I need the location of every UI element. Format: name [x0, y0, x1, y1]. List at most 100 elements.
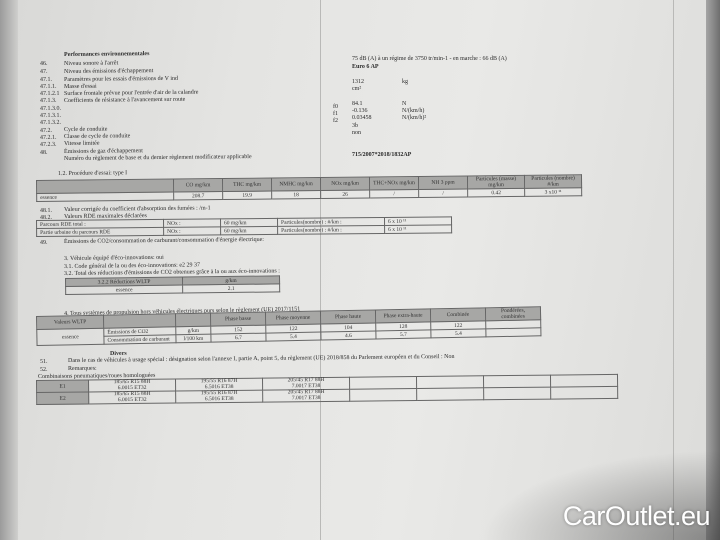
table-cell	[349, 376, 417, 390]
watermark-logo: CarOutlet.eu	[562, 501, 711, 531]
line-label: Niveau sonore à l'arrêt	[64, 60, 119, 67]
column-header: THC mg/km	[222, 178, 272, 192]
table-cell: l/100 km	[175, 334, 212, 343]
line-value: Euro 6 AP	[352, 64, 379, 70]
rde-table: Parcours RDE total : NOx :60 mg/km Particu…	[36, 216, 452, 237]
table-value: 3 x10 ¹¹	[524, 187, 582, 197]
line-number: 47.1.3.	[40, 97, 57, 104]
table-value	[485, 327, 541, 337]
coefficient-name: f1	[333, 111, 338, 117]
line-number: 47.2.3.	[40, 141, 57, 148]
column-header: Phase haute	[320, 309, 376, 325]
line-value: 715/2007*2018/1832AP	[352, 152, 412, 158]
line-label: Remarques:	[68, 365, 97, 372]
line-unit: N/(km/h)	[402, 108, 425, 114]
line-value: 0.03458	[352, 115, 372, 121]
eco-table: 3.2.2 Réductions WLTP g/km essence 2.1	[65, 275, 280, 295]
table-cell	[483, 387, 551, 400]
table-value: 5.4	[265, 332, 322, 342]
line-number: 49.	[40, 239, 48, 246]
column-header: Particules (nombre) #/km	[524, 174, 582, 189]
paper-fold	[320, 0, 321, 540]
line-value: 84.1	[352, 101, 363, 107]
column-header: NH 3 ppm	[418, 175, 468, 190]
line-value: non	[352, 130, 361, 136]
table-value: 208.7	[173, 191, 223, 201]
column-header: Phase moyenne	[265, 311, 321, 326]
table-value: 6.7	[210, 333, 267, 343]
line-number: 47.	[40, 68, 48, 75]
column-header: Combinée	[430, 307, 486, 322]
table-value: /	[418, 188, 468, 198]
column-header: Phase extra-haute	[375, 308, 431, 323]
line-number: 47.1.3.2.	[40, 119, 62, 126]
shadow	[480, 450, 720, 540]
table-value: 19.9	[222, 191, 272, 200]
coefficient-name: f2	[333, 118, 338, 124]
column-header: NMHC mg/km	[271, 177, 321, 192]
table-cell: E2	[36, 391, 89, 405]
table-cell	[349, 388, 417, 402]
table-caption: 1.2. Procédure d'essai: type I	[58, 170, 128, 177]
line-number: 46.	[40, 60, 48, 67]
column-header: THC+NOx mg/km	[369, 176, 419, 191]
paper-fold	[673, 0, 674, 540]
table-cell: 2.1	[182, 283, 280, 294]
line-label: Coefficients de résistance à l'avancemen…	[64, 96, 186, 104]
table-cell: Particules(nombre) : #/km :	[277, 225, 385, 235]
table-value: 18	[271, 190, 321, 200]
photo-background-left	[0, 0, 18, 540]
tyre-cell: 195/55 R16 87H 6.5016 ET38	[175, 390, 263, 404]
line-unit: N	[402, 101, 407, 107]
column-header: CO mg/km	[173, 178, 223, 193]
line-number: 51.	[40, 358, 48, 365]
table-value: 5.4	[430, 328, 486, 338]
column-header: Phase basse	[210, 312, 266, 327]
eco-line: 3. Véhicule équipé d'éco-innovations: ou…	[64, 254, 164, 262]
column-header: Particules (masse) mg/km	[467, 175, 525, 189]
column-header: NOx mg/km	[320, 177, 370, 191]
table-value: 26	[320, 190, 370, 199]
table-cell: 60 mg/km	[220, 226, 278, 235]
line-value: cm²	[352, 86, 362, 92]
line-value: 3b	[352, 123, 358, 129]
line-label: Vitesse limitée	[64, 140, 100, 148]
row-group-label: Valeurs WLTP	[36, 315, 104, 330]
table-cell: Partie urbaine du parcours RDE	[36, 227, 164, 237]
section-title: Performances environnementales	[64, 51, 150, 58]
line-value: 75 dB (A) à un régime de 3750 tr/min-1 -…	[352, 56, 507, 62]
tyre-spec-line: 6.5016 ET38	[204, 395, 234, 402]
column-header: Pondérées, combinées	[485, 306, 541, 321]
line-label: Masse d'essai	[64, 83, 97, 90]
table-cell: 6 x 10 ¹¹	[384, 224, 452, 234]
table-cell	[550, 374, 618, 388]
line-value: -0.136	[352, 108, 368, 114]
row-label: essence	[36, 192, 174, 202]
tyre-spec-line: 7.0017 ET38	[291, 394, 321, 401]
table-cell: essence	[65, 285, 183, 295]
line-value: 1312	[352, 79, 364, 85]
table-cell: NOx :	[163, 226, 221, 236]
tyre-spec-line: 6.0015 ET32	[117, 396, 147, 403]
tyre-cell: 185/65 R15 88H 6.0015 ET32	[88, 391, 176, 404]
table-value: 4.6	[320, 330, 377, 341]
table-value: /	[369, 189, 419, 199]
line-unit: N/(km/h)²	[402, 115, 427, 121]
line-label: Paramètres pour les essais d'émissions d…	[64, 75, 179, 83]
table-cell: essence	[36, 328, 105, 346]
photo-background-right	[706, 0, 720, 540]
tyre-cell: 205/45 R17 88H 7.0017 ET38	[262, 389, 350, 403]
table-value: 0.42	[467, 188, 525, 197]
table-value: 5.7	[375, 329, 431, 339]
table-cell: Consommation de carburant	[103, 334, 177, 345]
coefficient-name: f0	[333, 104, 338, 110]
table-cell	[175, 313, 211, 327]
table-cell	[416, 375, 484, 389]
table-cell: E1	[36, 379, 89, 393]
table-cell	[483, 375, 551, 388]
table-cell	[550, 386, 618, 400]
line-unit: kg	[402, 79, 408, 85]
line-label: Niveau des émissions d'échappement	[64, 67, 154, 75]
line-number: 48.	[40, 149, 48, 156]
table-cell	[416, 387, 484, 401]
